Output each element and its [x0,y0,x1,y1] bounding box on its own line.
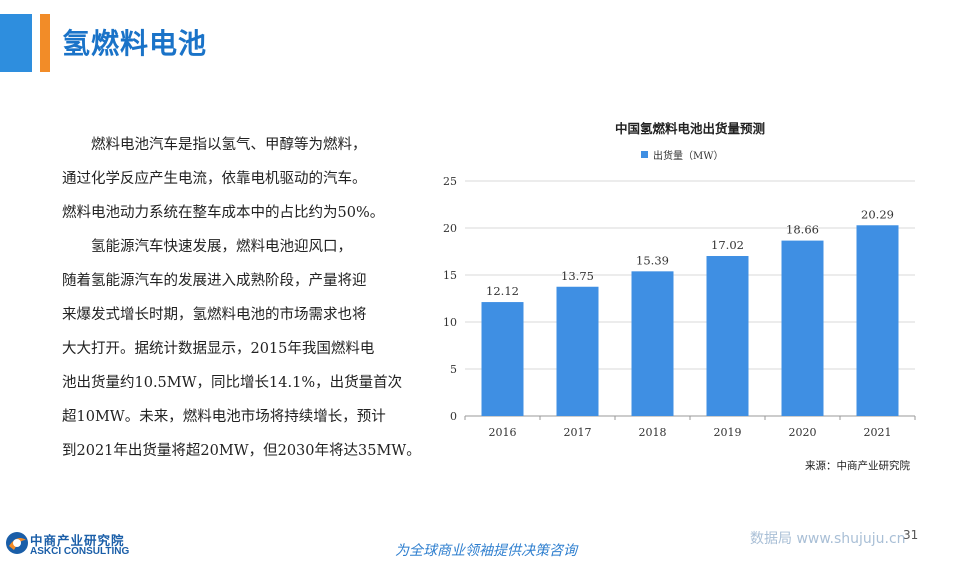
body-line: 氢能源汽车快速发展，燃料电池迎风口， [62,239,352,255]
legend-swatch [641,151,648,158]
data-label: 17.02 [711,238,744,252]
bar-2016 [481,302,524,416]
legend-label: 出货量（MW） [653,151,724,162]
bar-2019 [706,256,749,416]
x-tick-label: 2021 [864,426,892,439]
page-number: 31 [903,528,919,542]
body-text: 燃料电池汽车是指以氢气、甲醇等为燃料， 通过化学反应产生电流，依靠电机驱动的汽车… [62,128,422,468]
x-tick-label: 2018 [639,426,667,439]
data-label: 20.29 [861,207,894,221]
header-accent-bar-orange [40,14,50,72]
y-tick-label: 10 [443,316,457,329]
bar-2017 [556,286,599,416]
company-logo-icon [6,532,28,554]
bar-2018 [631,271,674,416]
y-tick-label: 15 [443,269,457,282]
y-tick-label: 20 [443,222,457,235]
watermark: 数据局 www.shujuju.cn [750,531,906,547]
body-line: 大大打开。据统计数据显示，2015年我国燃料电 [62,341,375,357]
logo-text-en: ASKCI CONSULTING [30,546,130,557]
x-tick-label: 2016 [489,426,517,439]
body-line: 到2021年出货量将超20MW，但2030年将达35MW。 [62,443,421,459]
body-line: 燃料电池汽车是指以氢气、甲醇等为燃料， [62,137,367,153]
bar-chart: 0 5 10 15 20 25 12.12 2016 13.75 2017 15.39 2018 17.… [443,175,916,439]
x-tick-label: 2020 [789,426,817,439]
y-tick-label: 25 [443,175,457,188]
x-tick-label: 2017 [564,426,592,439]
chart-title: 中国氢燃料电池出货量预测 [614,121,765,136]
x-tick-label: 2019 [714,426,742,439]
chart-legend: 出货量（MW） [641,147,724,162]
logo-text-cn: 中商产业研究院 [30,533,125,548]
body-line: 燃料电池动力系统在整车成本中的占比约为50%。 [62,205,385,221]
body-line: 通过化学反应产生电流，依靠电机驱动的汽车。 [62,171,367,187]
header-accent-bar-blue [0,14,32,72]
chart-source: 来源：中商产业研究院 [805,460,910,472]
data-label: 13.75 [561,269,594,283]
page-title: 氢燃料电池 [62,27,208,60]
y-tick-label: 5 [450,363,457,376]
y-tick-label: 0 [450,410,457,423]
body-line: 来爆发式增长时期，氢燃料电池的市场需求也将 [62,307,367,323]
data-label: 18.66 [786,223,819,237]
data-label: 12.12 [486,284,519,298]
body-line: 超10MW。未来，燃料电池市场将持续增长，预计 [62,409,386,425]
data-label: 15.39 [636,253,669,267]
body-line: 池出货量约10.5MW，同比增长14.1%，出货量首次 [62,375,403,391]
body-line: 随着氢能源汽车的发展进入成熟阶段，产量将迎 [62,273,367,289]
bar-2021 [856,225,899,416]
bar-2020 [781,240,824,416]
footer-slogan: 为全球商业领袖提供决策咨询 [395,543,577,559]
